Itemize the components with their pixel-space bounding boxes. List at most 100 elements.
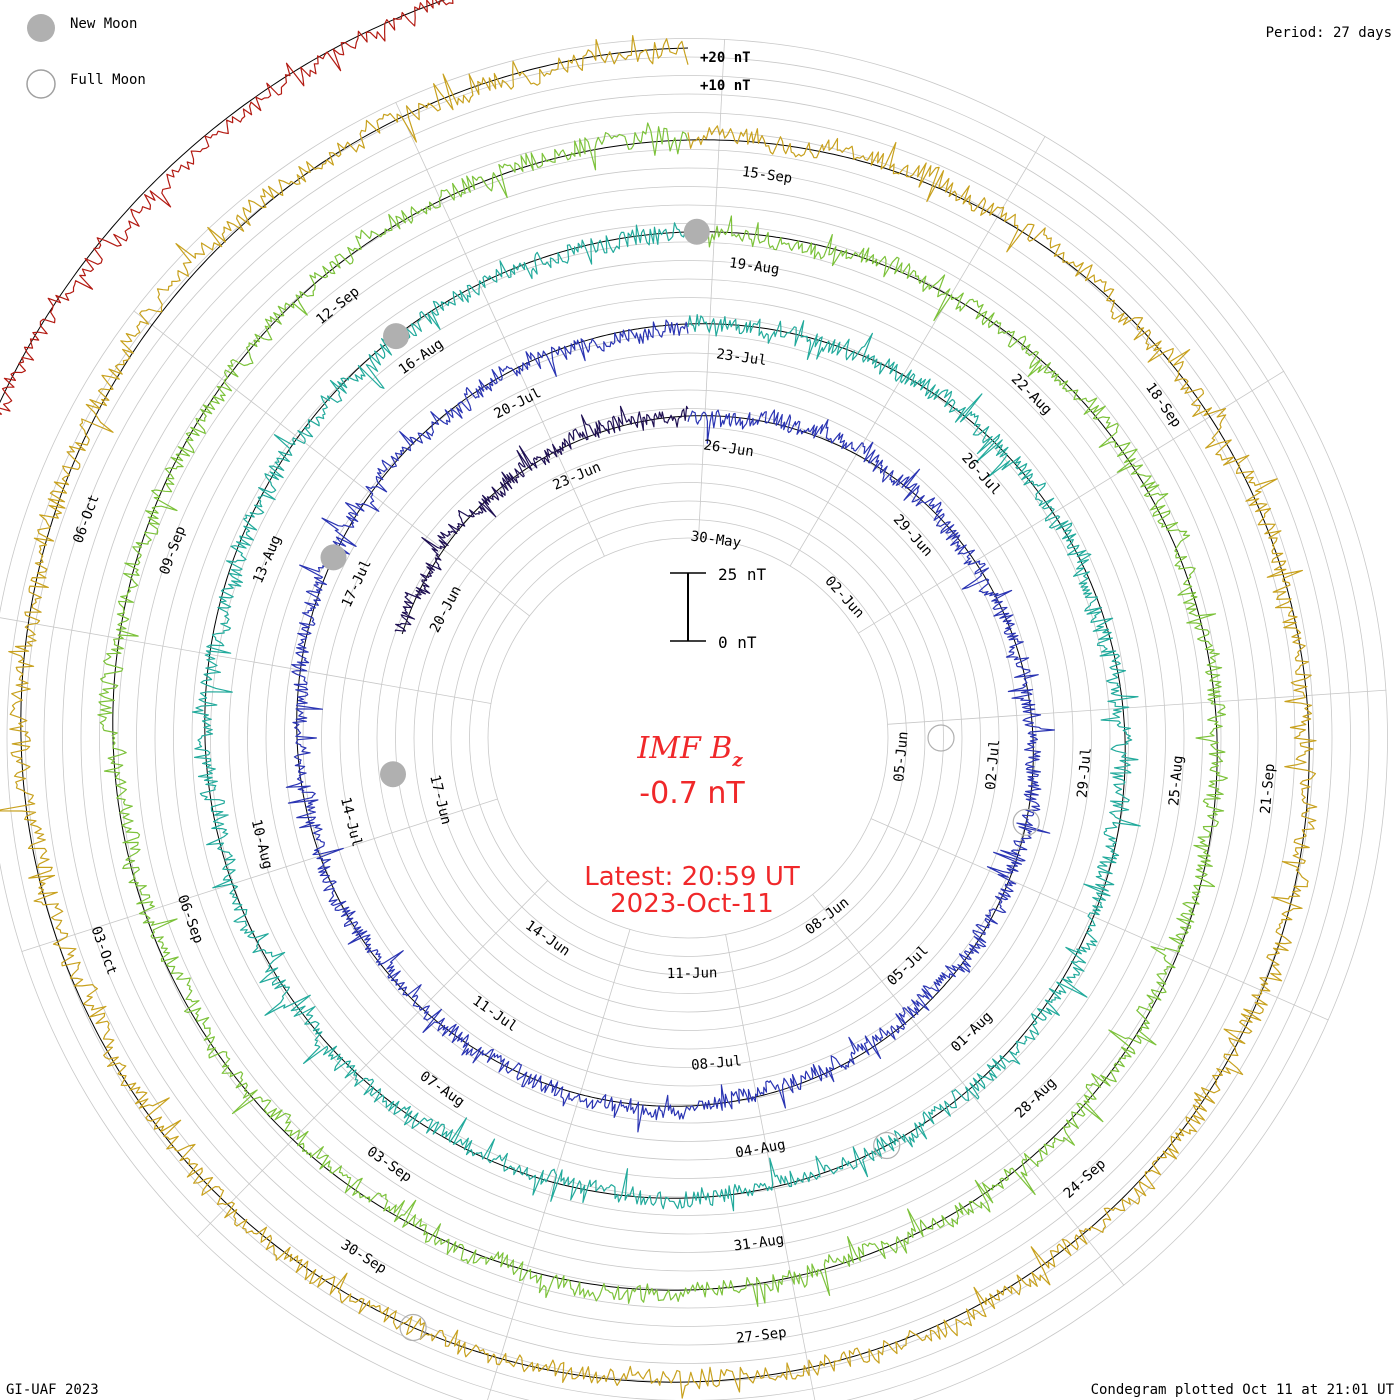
grid-ring	[432, 482, 944, 994]
grid-ring	[413, 463, 963, 1013]
chart-title: IMF Bz	[636, 731, 743, 771]
grid-ring	[469, 519, 907, 957]
grid-spoke	[133, 310, 530, 617]
grid-spoke	[196, 880, 548, 1238]
full-moon-marker	[873, 1131, 901, 1160]
scale-bar-bottom-label: 0 nT	[718, 633, 757, 652]
grid-spoke	[21, 798, 498, 952]
grid-ring	[395, 445, 981, 1031]
data-traces	[0, 0, 1318, 1399]
legend: New Moon Full Moon	[26, 14, 146, 99]
full-moon-marker	[399, 1313, 427, 1342]
date-label: 26-Jun	[703, 437, 755, 460]
scale-bar-top-label: 25 nT	[718, 565, 767, 584]
date-label: 30-Sep	[338, 1237, 389, 1277]
grid-ring	[210, 260, 1166, 1216]
date-label: 30-May	[690, 528, 742, 551]
date-label: 08-Jul	[691, 1053, 743, 1073]
bz-trace-turn-4	[0, 34, 1318, 1399]
ring-label-plus10: +10 nT	[700, 78, 751, 94]
date-label: 20-Jun	[427, 583, 465, 635]
zero-reference-line	[0, 0, 446, 404]
bz-trace-turn-5	[0, 0, 454, 415]
date-label: 25-Aug	[1166, 755, 1186, 807]
bz-trace-turn-2	[192, 222, 1141, 1212]
credit-label: GI-UAF 2023	[6, 1382, 99, 1398]
grid-ring	[228, 278, 1148, 1198]
grid-spoke	[887, 689, 1387, 725]
new-moon-marker	[380, 761, 406, 788]
date-label: 05-Jul	[884, 943, 931, 990]
date-label: 11-Jun	[667, 965, 718, 982]
grid-ring	[62, 112, 1314, 1364]
date-label: 03-Oct	[87, 924, 119, 977]
date-label: 02-Jul	[983, 739, 1003, 791]
grid-ring	[6, 56, 1370, 1400]
date-label: 08-Jun	[802, 894, 852, 938]
chart-title-main: IMF B	[636, 731, 732, 766]
date-label: 29-Jun	[890, 512, 936, 560]
latest-date: 2023-Oct-11	[610, 889, 774, 919]
zero-reference-line	[296, 323, 1034, 1107]
grid-ring	[284, 334, 1092, 1142]
new-moon-marker	[383, 323, 409, 350]
date-label: 19-Aug	[728, 255, 780, 278]
ring-label-plus20: +20 nT	[700, 50, 751, 66]
grid-ring	[117, 167, 1259, 1309]
new-moon-legend-icon	[27, 14, 55, 42]
period-label: Period: 27 days	[1266, 25, 1392, 41]
date-label: 09-Sep	[157, 524, 189, 577]
date-label: 20-Jul	[492, 385, 544, 422]
date-label: 14-Jul	[337, 796, 365, 849]
legend-new-moon-label: New Moon	[70, 16, 137, 32]
grid-spoke	[487, 929, 631, 1400]
date-label: 15-Sep	[741, 164, 793, 187]
full-moon-marker	[1012, 808, 1040, 836]
scale-bar: 25 nT 0 nT	[670, 565, 767, 652]
current-value: -0.7 nT	[639, 776, 745, 811]
zero-reference-line	[112, 139, 1218, 1291]
plotted-label: Condegram plotted Oct 11 at 21:01 UT	[1091, 1382, 1395, 1398]
latest-time: Latest: 20:59 UT	[584, 862, 800, 892]
date-label: 17-Jun	[426, 773, 454, 826]
grid-ring	[25, 75, 1351, 1400]
chart-title-sub: z	[731, 750, 743, 771]
moon-markers	[320, 218, 1040, 1342]
date-label: 11-Jul	[469, 993, 520, 1035]
grid-ring	[321, 371, 1055, 1105]
grid-ring	[302, 352, 1074, 1124]
date-label: 31-Aug	[733, 1232, 785, 1255]
grid-ring	[154, 204, 1222, 1272]
date-label: 01-Aug	[948, 1009, 995, 1056]
grid-spoke	[0, 617, 492, 704]
bz-trace-turn-1	[285, 319, 1056, 1133]
date-label: 23-Jul	[715, 346, 767, 369]
date-label: 06-Oct	[70, 493, 102, 546]
grid-ring	[0, 38, 1388, 1400]
date-label: 13-Aug	[250, 533, 284, 586]
bz-trace-turn-0	[394, 405, 689, 632]
grid-ring	[191, 241, 1185, 1235]
date-label: 22-Aug	[1008, 371, 1055, 418]
date-label: 06-Sep	[174, 893, 206, 946]
full-moon-legend-icon	[26, 69, 56, 99]
date-label: 02-Jun	[821, 573, 867, 621]
grid-spoke	[395, 101, 605, 557]
date-label: 10-Aug	[248, 818, 276, 871]
grid-ring	[265, 315, 1111, 1161]
full-moon-marker	[927, 724, 955, 752]
date-label: 05-Jun	[891, 731, 911, 783]
date-label: 27-Sep	[735, 1325, 787, 1347]
legend-full-moon-label: Full Moon	[70, 72, 146, 88]
grid-spoke	[698, 38, 725, 539]
grid-spoke	[870, 818, 1329, 1021]
grid-ring	[450, 500, 926, 976]
bz-trace-turn-3	[97, 122, 1229, 1308]
date-label: 07-Aug	[417, 1068, 468, 1110]
grid-ring	[99, 149, 1277, 1327]
zero-reference-line	[204, 231, 1126, 1199]
grid-spoke	[858, 370, 1285, 634]
date-label: 21-Sep	[1258, 763, 1278, 815]
new-moon-marker	[683, 218, 710, 245]
